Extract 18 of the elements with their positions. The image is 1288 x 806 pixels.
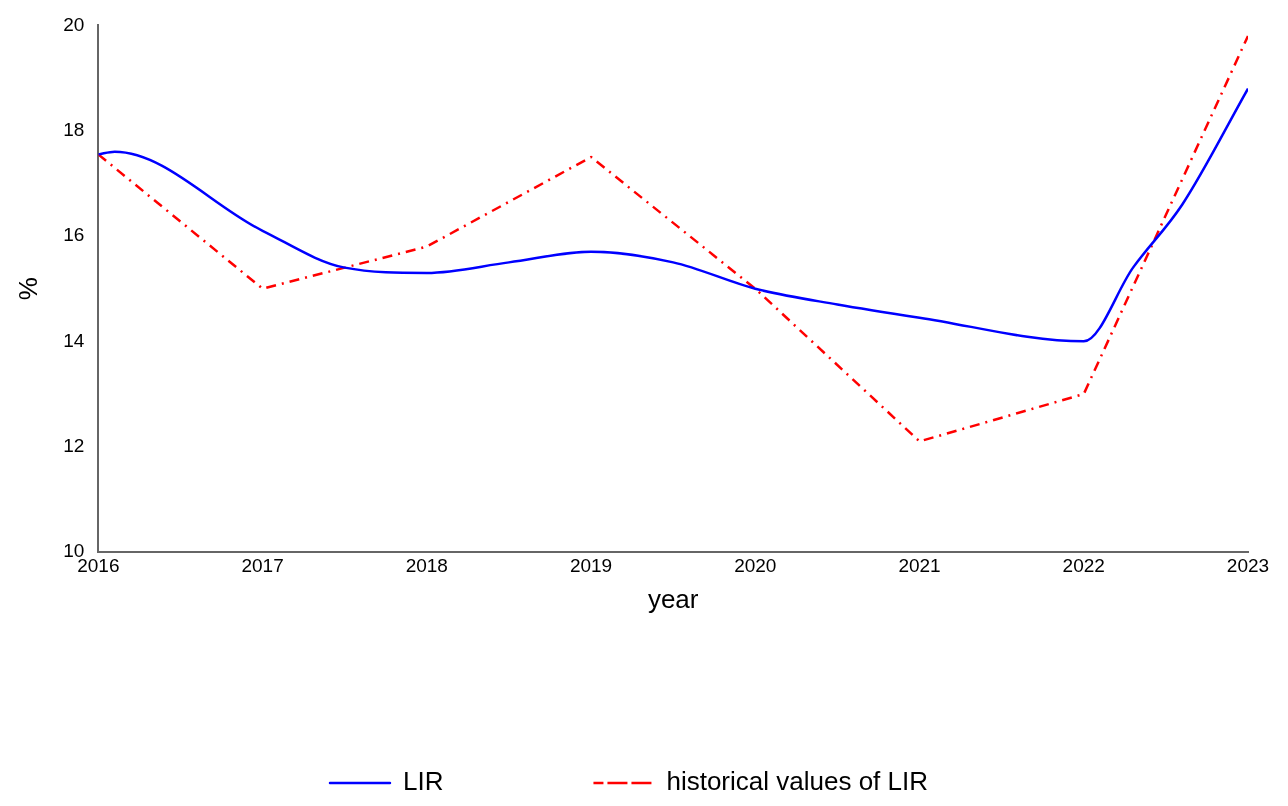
- x-tick-label: 2020: [734, 554, 777, 576]
- x-tick-label: 2021: [898, 554, 941, 576]
- y-axis-title: %: [12, 277, 43, 301]
- legend-label: LIR: [402, 766, 444, 797]
- x-tick-label: 2022: [1062, 554, 1105, 576]
- y-tick-label: 20: [63, 13, 85, 35]
- line-series: [98, 87, 1248, 343]
- y-tick-label: 18: [63, 118, 85, 140]
- y-tick-label: 12: [63, 434, 85, 456]
- y-tick-label: 14: [63, 329, 85, 351]
- x-tick-label: 2019: [569, 554, 613, 576]
- x-tick-label: 2023: [1226, 554, 1270, 576]
- x-tick-label: 2018: [405, 554, 448, 576]
- line-series: [98, 34, 1248, 443]
- legend-label: historical values of LIR: [666, 766, 929, 797]
- x-axis-title: year: [647, 583, 699, 614]
- x-tick-label: 2017: [241, 554, 284, 576]
- y-tick-label: 16: [63, 224, 85, 246]
